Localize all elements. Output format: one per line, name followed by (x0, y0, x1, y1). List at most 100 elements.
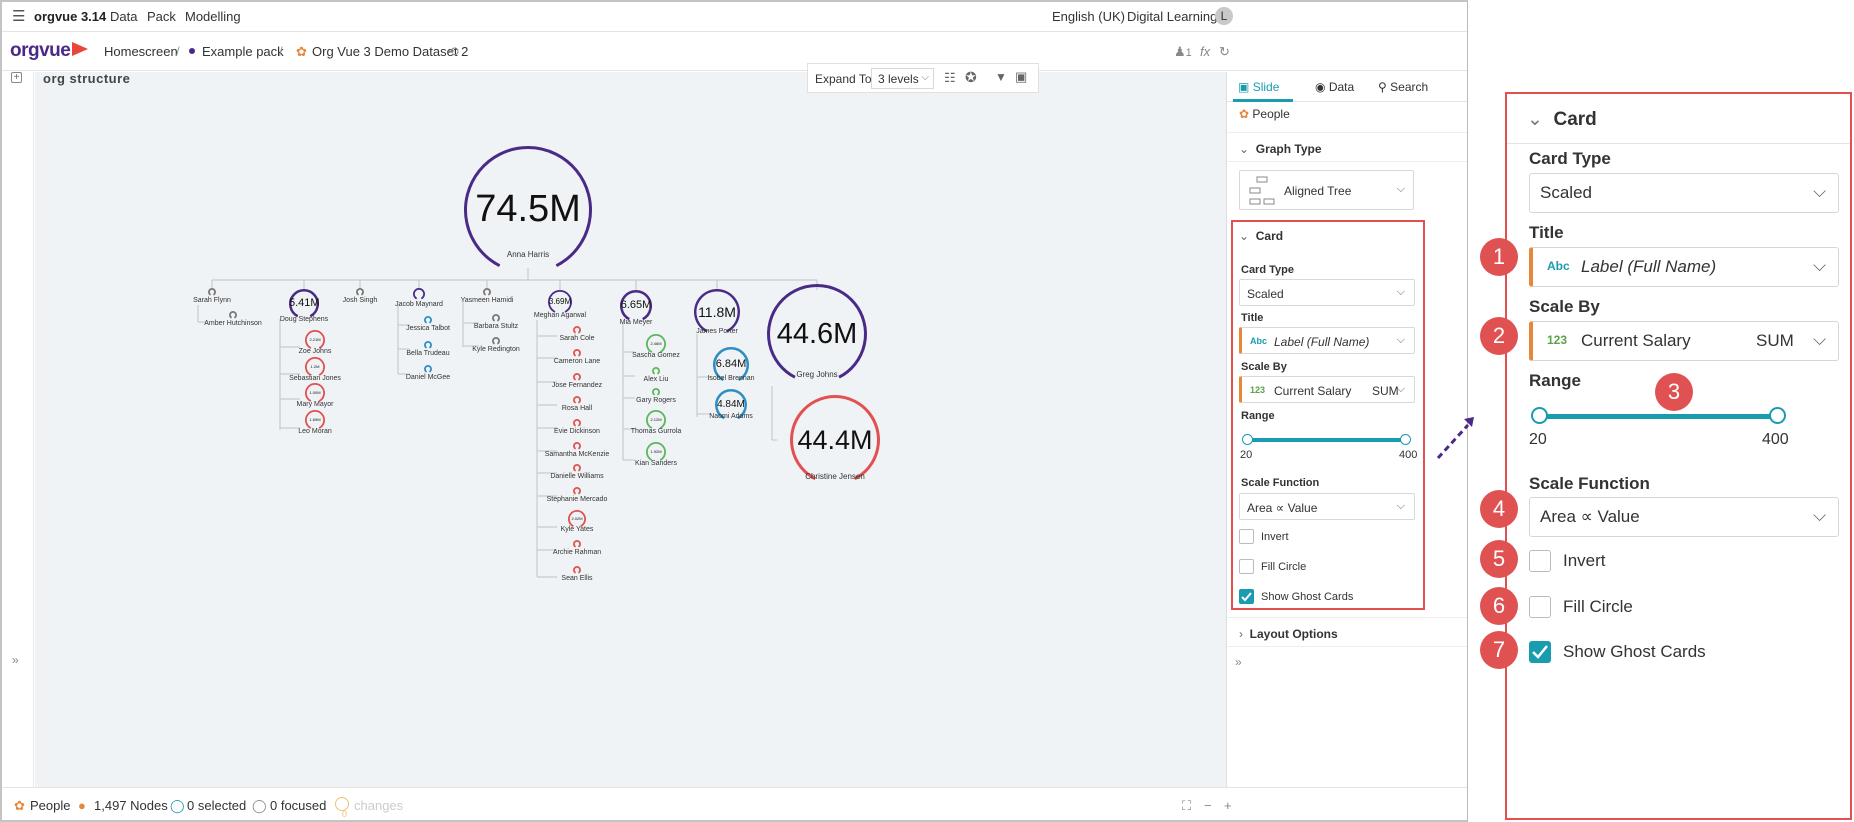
node-name: Samantha McKenzie (544, 451, 610, 458)
add-icon[interactable]: + (11, 72, 22, 83)
graph-type-select[interactable]: Aligned Tree ⌵ (1239, 170, 1414, 210)
scale-by-select[interactable]: 123 Current Salary SUM ⌵ (1239, 376, 1415, 403)
status-focused[interactable]: 0 focused (270, 798, 327, 813)
list-view-icon[interactable]: ☷ (944, 70, 956, 85)
node-name: Sarah Cole (559, 335, 595, 342)
scale-function-select[interactable]: Area ∝ Value ⌵ (1239, 493, 1415, 520)
callout-7: 7 (1480, 631, 1518, 669)
node-value: 74.5M (475, 188, 581, 231)
node-ring (573, 442, 581, 450)
node-ring (646, 410, 666, 429)
filter-icon[interactable]: ▼ (995, 70, 1007, 84)
status-changes[interactable]: changes (354, 798, 404, 813)
orgvue-logo[interactable]: orgvue (10, 40, 89, 62)
zoom-fill-circle-checkbox[interactable] (1529, 596, 1551, 618)
status-selected[interactable]: 0 selected (187, 798, 247, 813)
node-ring (573, 566, 581, 574)
node-name: Kian Sanders (634, 460, 678, 467)
chevron-down-icon: ⌵ (1396, 183, 1405, 195)
node-name: Sarah Flynn (193, 297, 231, 304)
user-avatar[interactable]: L (1215, 7, 1233, 25)
callout-2: 2 (1480, 317, 1518, 355)
tab-slide[interactable]: ▣ Slide (1238, 80, 1280, 94)
changes-badge: 0 (335, 797, 349, 819)
refresh-icon[interactable]: ↻ (1219, 44, 1230, 59)
card-type-label: Card Type (1241, 264, 1294, 276)
status-bar: ✿ People ● 1,497 Nodes ◯ 0 selected ◯ 0 … (2, 787, 1467, 820)
chevron-down-icon: ⌵ (1396, 286, 1405, 298)
breadcrumb-homescreen[interactable]: Homescreen (104, 44, 178, 59)
card-section-header[interactable]: ⌄ Card (1239, 229, 1284, 243)
zoom-show-ghost-cards-checkbox[interactable] (1529, 641, 1551, 663)
fullscreen-icon[interactable]: ⛶ (1182, 798, 1192, 813)
menu-modelling[interactable]: Modelling (185, 9, 241, 24)
slide-icon: ▣ (1238, 80, 1250, 94)
tab-search[interactable]: ⚲ Search (1378, 80, 1429, 94)
menu-data[interactable]: Data (110, 9, 138, 24)
invert-checkbox[interactable] (1239, 529, 1254, 544)
zoom-scale-by-select[interactable]: 123 Current Salary SUM ⌵ (1529, 321, 1839, 361)
card-type-select[interactable]: Scaled ⌵ (1239, 279, 1415, 306)
node-ring (305, 410, 325, 429)
node-name: Evie Dickinson (554, 428, 600, 435)
zoom-scale-function-select[interactable]: Area ∝ Value ⌵ (1529, 497, 1839, 537)
status-dataset[interactable]: People (30, 798, 71, 813)
show-ghost-cards-checkbox[interactable] (1239, 589, 1254, 604)
zoom-range-slider[interactable] (1539, 414, 1777, 419)
menu-pack[interactable]: Pack (147, 9, 176, 24)
breadcrumb-dataset[interactable]: Org Vue 3 Demo Dataset 2 (312, 44, 469, 59)
sync-icon[interactable]: ⟲ (448, 44, 459, 59)
node-name: Isobel Brennan (707, 375, 755, 382)
formula-icon[interactable]: fx (1200, 44, 1211, 59)
breadcrumb-example-pack[interactable]: Example pack (202, 44, 284, 59)
node-name: Jacob Maynard (395, 301, 443, 308)
zoom-title-select[interactable]: Abc Label (Full Name) ⌵ (1529, 247, 1839, 287)
range-min-handle[interactable] (1242, 434, 1253, 445)
dataset-paw-icon: ✿ (296, 44, 307, 59)
range-max-value: 400 (1399, 449, 1418, 461)
node-ring (356, 288, 364, 296)
node-ring (413, 288, 425, 300)
fill-circle-checkbox[interactable] (1239, 559, 1254, 574)
zoom-card-header[interactable]: ⌄ Card (1507, 94, 1850, 144)
hamburger-menu-icon[interactable]: ☰ (12, 8, 26, 25)
node-ring (492, 337, 500, 345)
layout-options-header[interactable]: › Layout Options (1227, 617, 1467, 647)
collapse-panel-icon[interactable]: » (1235, 655, 1242, 669)
node-ring (573, 326, 581, 334)
callout-6: 6 (1480, 587, 1518, 625)
layers-icon[interactable]: ▣ (1015, 69, 1028, 84)
range-slider[interactable] (1247, 438, 1405, 442)
org-chart-canvas[interactable]: org structure Expand To 3 levels ⌵ ☷ ✪ ▼ … (35, 63, 1226, 787)
workspace-name[interactable]: Digital Learning (1127, 9, 1218, 24)
node-ring (229, 311, 237, 319)
users-icon[interactable]: ♟1 (1174, 44, 1192, 59)
zoom-range-max-handle[interactable] (1769, 407, 1786, 424)
node-value: 44.6M (776, 317, 858, 350)
node-ring (767, 284, 867, 379)
zoom-card-type-select[interactable]: Scaled ⌵ (1529, 173, 1839, 213)
tab-data[interactable]: ◉ Data (1315, 80, 1355, 94)
status-nodes[interactable]: 1,497 Nodes (94, 798, 168, 813)
node-value: 6.84M (715, 358, 747, 371)
zoom-range-min-handle[interactable] (1531, 407, 1548, 424)
node-name: Daniel McGee (405, 374, 451, 381)
language-selector[interactable]: English (UK) (1052, 9, 1125, 24)
zoom-out-icon[interactable]: − (1204, 798, 1212, 813)
people-dataset[interactable]: ✿ People (1239, 107, 1290, 121)
expand-levels-select[interactable]: 3 levels ⌵ (871, 68, 934, 89)
zoom-in-icon[interactable]: + (1224, 798, 1232, 813)
graph-type-header[interactable]: ⌄ Graph Type (1227, 132, 1467, 162)
node-name: Doug Stephens (279, 316, 329, 323)
node-ring (573, 419, 581, 427)
title-select[interactable]: Abc Label (Full Name) ⌵ (1239, 327, 1415, 354)
node-ring (424, 365, 432, 373)
range-max-handle[interactable] (1400, 434, 1411, 445)
zoom-invert-checkbox[interactable] (1529, 550, 1551, 572)
node-value: 1.2M (310, 363, 320, 369)
palette-icon[interactable]: ✪ (965, 69, 977, 85)
breadcrumb-separator: / (279, 44, 283, 59)
zoom-show-ghost-cards-label: Show Ghost Cards (1563, 642, 1706, 661)
expand-panel-icon[interactable]: » (12, 653, 19, 667)
check-icon (1241, 592, 1252, 602)
